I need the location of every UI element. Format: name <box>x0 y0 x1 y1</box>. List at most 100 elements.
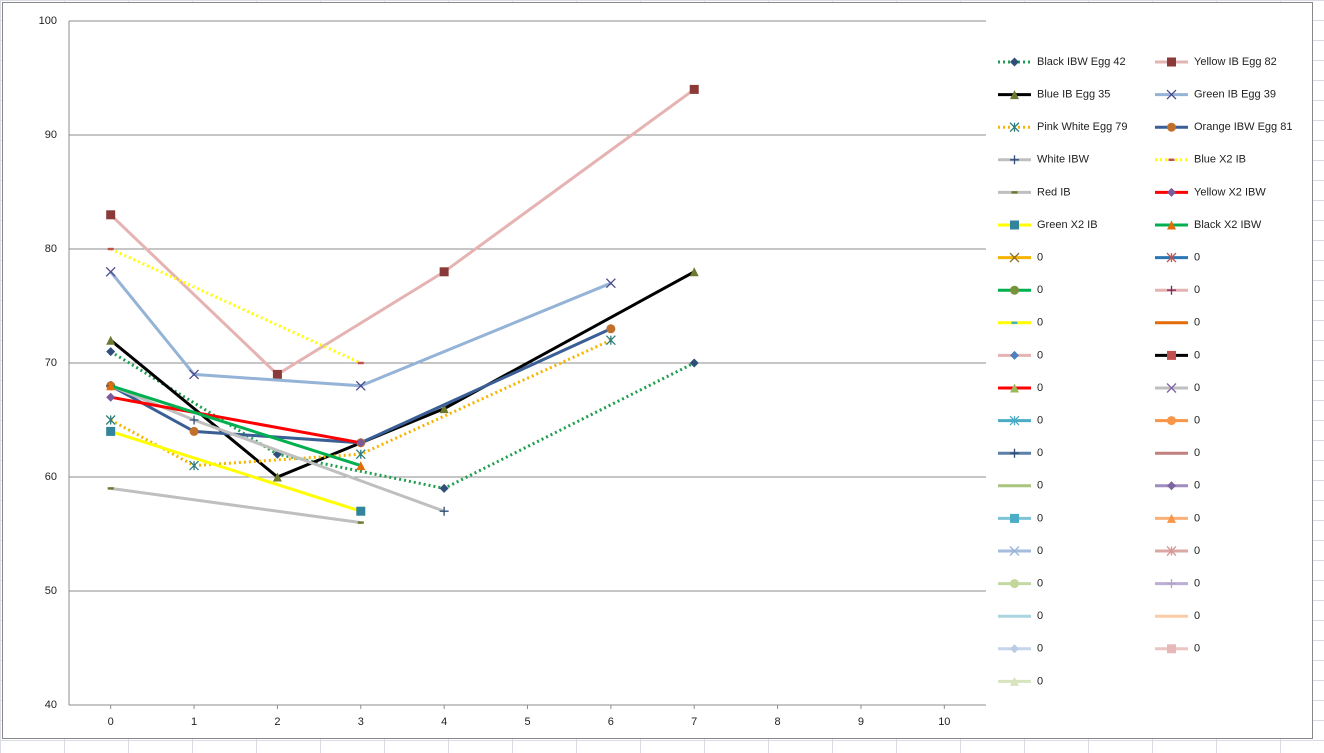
marker <box>1009 546 1020 556</box>
legend-label: 0 <box>1037 643 1043 655</box>
marker <box>1167 481 1176 491</box>
legend-label: 0 <box>1194 382 1200 394</box>
y-tick-label: 70 <box>45 357 57 369</box>
marker <box>1010 644 1019 654</box>
marker <box>107 487 114 490</box>
legend-label: 0 <box>1037 284 1043 296</box>
legend-label: Red IB <box>1037 186 1071 198</box>
x-tick-label: 8 <box>775 716 781 728</box>
legend-label: White IBW <box>1037 154 1090 166</box>
legend-label: 0 <box>1194 480 1200 492</box>
series-line <box>110 429 362 513</box>
marker <box>1167 644 1176 654</box>
x-tick-label: 2 <box>274 716 280 728</box>
legend-item: Orange IBW Egg 81 <box>1155 121 1292 133</box>
legend-label: Yellow X2 IBW <box>1194 186 1266 198</box>
y-tick-label: 50 <box>45 585 57 597</box>
marker <box>1167 285 1176 295</box>
legend-label: 0 <box>1194 447 1200 459</box>
legend-item: 0 <box>998 578 1043 590</box>
legend-label: Green X2 IB <box>1037 219 1098 231</box>
legend-label: Green IB Egg 39 <box>1194 89 1276 101</box>
marker <box>355 449 366 460</box>
marker <box>1167 513 1176 523</box>
legend-item: Black IBW Egg 42 <box>998 56 1126 68</box>
legend-label: 0 <box>1037 578 1043 590</box>
legend-item: Yellow IB Egg 82 <box>1155 56 1277 68</box>
legend-item: Green IB Egg 39 <box>1155 89 1276 101</box>
legend-label: 0 <box>1194 643 1200 655</box>
marker <box>189 369 200 380</box>
marker <box>1009 252 1020 263</box>
marker <box>1011 615 1018 618</box>
marker <box>1010 285 1019 295</box>
marker <box>689 267 699 277</box>
x-tick-label: 7 <box>691 716 697 728</box>
marker <box>1166 383 1177 393</box>
marker <box>1009 415 1020 426</box>
marker <box>1010 513 1019 523</box>
legend-item: 0 <box>1155 512 1200 524</box>
series-line <box>109 350 695 490</box>
legend-label: 0 <box>1037 252 1043 264</box>
legend-item: 0 <box>998 643 1043 655</box>
marker <box>1010 350 1019 360</box>
marker <box>272 472 282 482</box>
marker <box>356 438 366 448</box>
marker <box>1167 122 1176 132</box>
legend-label: 0 <box>1194 578 1200 590</box>
legend-label: 0 <box>1037 480 1043 492</box>
legend-item: 0 <box>998 317 1043 329</box>
marker <box>1167 416 1176 426</box>
series-line <box>110 395 362 445</box>
legend-label: Blue IB Egg 35 <box>1037 89 1110 101</box>
legend-label: 0 <box>1194 512 1200 524</box>
y-tick-label: 60 <box>45 471 57 483</box>
marker <box>439 506 449 516</box>
marker <box>1167 350 1176 360</box>
marker <box>356 506 366 516</box>
marker <box>106 210 116 220</box>
marker <box>357 521 364 524</box>
marker <box>106 335 116 345</box>
legend-item: Yellow X2 IBW <box>1155 186 1266 198</box>
marker <box>106 392 116 402</box>
marker <box>605 335 616 346</box>
marker <box>1010 676 1019 686</box>
marker <box>1167 579 1176 589</box>
marker <box>106 347 116 357</box>
marker <box>1010 155 1019 165</box>
legend-item: Pink White Egg 79 <box>998 121 1128 133</box>
legend-item: 0 <box>998 480 1043 492</box>
y-tick-label: 100 <box>39 15 57 27</box>
legend-label: 0 <box>1194 252 1200 264</box>
legend-item: Blue X2 IB <box>1155 154 1246 166</box>
legend-item: 0 <box>1155 447 1200 459</box>
series-line <box>110 247 362 365</box>
legend-item: 0 <box>1155 610 1200 622</box>
marker <box>1011 191 1018 194</box>
legend-label: 0 <box>1037 317 1043 329</box>
series-line <box>109 88 696 377</box>
chart-area <box>2 2 1313 739</box>
x-tick-label: 6 <box>608 716 614 728</box>
marker <box>1168 158 1175 161</box>
marker <box>105 415 116 425</box>
marker <box>606 324 616 334</box>
legend-item: 0 <box>998 252 1043 264</box>
marker <box>689 358 699 368</box>
series-line <box>109 270 612 388</box>
legend-label: 0 <box>1037 512 1043 524</box>
series-line <box>109 327 612 445</box>
legend-item: 0 <box>998 447 1043 459</box>
legend-label: Orange IBW Egg 81 <box>1194 121 1292 133</box>
legend-label: Pink White Egg 79 <box>1037 121 1128 133</box>
legend-item: 0 <box>998 415 1043 427</box>
x-tick-label: 5 <box>524 716 530 728</box>
marker <box>357 361 364 365</box>
marker <box>1010 448 1019 458</box>
legend-item: 0 <box>1155 317 1200 329</box>
legend-label: 0 <box>1194 415 1200 427</box>
x-tick-label: 10 <box>938 716 950 728</box>
